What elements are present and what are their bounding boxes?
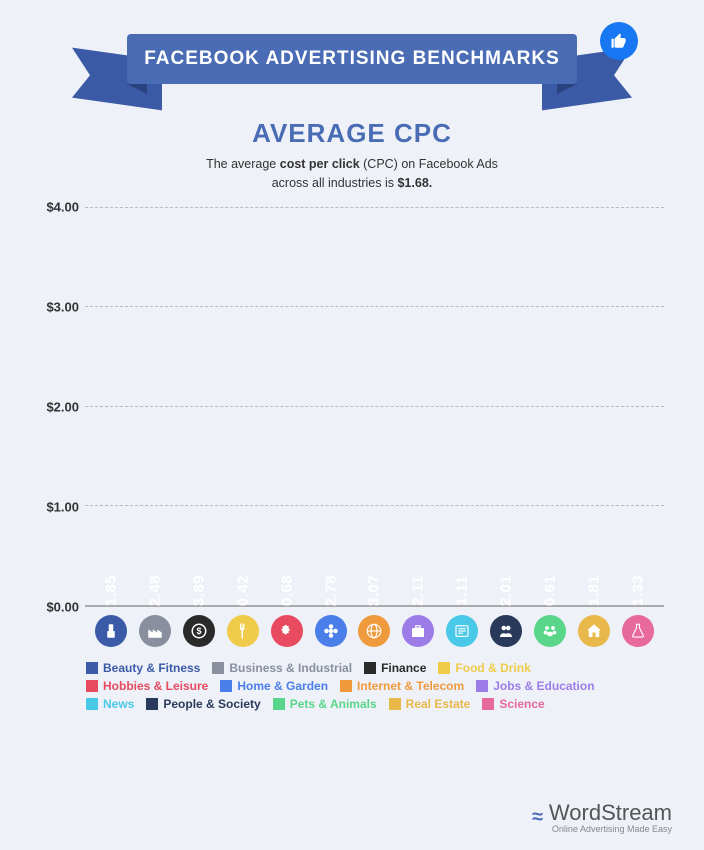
legend-swatch	[273, 698, 285, 710]
globe-icon	[358, 615, 390, 647]
flower-icon	[315, 615, 347, 647]
puzzle-icon	[271, 615, 303, 647]
legend-item: Business & Industrial	[212, 661, 352, 675]
banner-title: FACEBOOK ADVERTISING BENCHMARKS	[144, 48, 560, 70]
bars-container: 1.85 2.48 3.89 0.42 0.68 2.78 3.07 2.11 1.11 2.01…	[85, 207, 664, 607]
legend-item: Internet & Telecom	[340, 679, 464, 693]
infographic-card: FACEBOOK ADVERTISING BENCHMARKS AVERAGE …	[0, 0, 704, 850]
legend-swatch	[86, 662, 98, 674]
lipstick-icon	[95, 615, 127, 647]
category-icons-row: $	[85, 615, 664, 647]
subtitle-bold2: $1.68.	[397, 176, 432, 190]
y-tick: $1.00	[46, 499, 79, 514]
legend-item: Jobs & Education	[476, 679, 594, 693]
legend-item: Finance	[364, 661, 426, 675]
dollar-icon: $	[183, 615, 215, 647]
legend-swatch	[482, 698, 494, 710]
bar-value-label: 2.01	[498, 574, 515, 605]
paw-icon	[534, 615, 566, 647]
legend-swatch	[220, 680, 232, 692]
legend-item: Beauty & Fitness	[86, 661, 200, 675]
fork-icon	[227, 615, 259, 647]
subtitle-bold1: cost per click	[280, 157, 360, 171]
legend-swatch	[86, 698, 98, 710]
bar-value-label: 0.42	[234, 574, 251, 605]
legend-label: Hobbies & Leisure	[103, 679, 208, 693]
legend-label: Internet & Telecom	[357, 679, 464, 693]
flask-icon	[622, 615, 654, 647]
legend-swatch	[146, 698, 158, 710]
legend-swatch	[438, 662, 450, 674]
subtitle: The average cost per click (CPC) on Face…	[30, 155, 674, 193]
legend-label: Food & Drink	[455, 661, 530, 675]
legend-label: Pets & Animals	[290, 697, 377, 711]
bar-value-label: 1.81	[586, 574, 603, 605]
y-tick: $0.00	[46, 599, 79, 614]
y-axis: $0.00$1.00$2.00$3.00$4.00	[30, 207, 85, 607]
subtitle-pre: The average	[206, 157, 280, 171]
legend-swatch	[364, 662, 376, 674]
section-title: AVERAGE CPC	[30, 118, 674, 149]
legend-label: Beauty & Fitness	[103, 661, 200, 675]
legend-label: Real Estate	[406, 697, 471, 711]
bar-value-label: 0.61	[542, 574, 559, 605]
home-icon	[578, 615, 610, 647]
brand-tagline: Online Advertising Made Easy	[549, 824, 672, 834]
bar-value-label: 1.11	[454, 575, 471, 605]
legend-swatch	[86, 680, 98, 692]
legend: Beauty & Fitness Business & Industrial Fin…	[86, 659, 666, 713]
svg-text:$: $	[196, 626, 201, 636]
legend-label: Jobs & Education	[493, 679, 594, 693]
legend-label: News	[103, 697, 134, 711]
legend-swatch	[340, 680, 352, 692]
legend-swatch	[212, 662, 224, 674]
y-tick: $3.00	[46, 299, 79, 314]
bar-value-label: 2.48	[146, 574, 163, 605]
ribbon-body: FACEBOOK ADVERTISING BENCHMARKS	[127, 34, 577, 84]
legend-swatch	[476, 680, 488, 692]
bar-value-label: 3.07	[366, 574, 383, 605]
brand-name: WordStream	[549, 800, 672, 826]
bar-value-label: 1.33	[630, 574, 647, 605]
y-tick: $4.00	[46, 199, 79, 214]
news-icon	[446, 615, 478, 647]
legend-label: Business & Industrial	[229, 661, 352, 675]
people-icon	[490, 615, 522, 647]
legend-item: News	[86, 697, 134, 711]
wave-icon: ≈	[532, 806, 541, 829]
legend-item: Food & Drink	[438, 661, 530, 675]
banner-ribbon: FACEBOOK ADVERTISING BENCHMARKS	[72, 20, 632, 110]
bar-value-label: 2.78	[322, 574, 339, 605]
legend-item: Hobbies & Leisure	[86, 679, 208, 693]
legend-item: Real Estate	[389, 697, 471, 711]
bar-value-label: 1.85	[102, 574, 119, 605]
legend-item: Pets & Animals	[273, 697, 377, 711]
brand-text: WordStream Online Advertising Made Easy	[549, 800, 672, 834]
legend-label: People & Society	[163, 697, 260, 711]
legend-label: Home & Garden	[237, 679, 328, 693]
legend-swatch	[389, 698, 401, 710]
legend-label: Science	[499, 697, 544, 711]
bar-value-label: 3.89	[190, 574, 207, 605]
legend-item: Science	[482, 697, 544, 711]
thumbs-up-icon	[600, 22, 638, 60]
bar-value-label: 0.68	[278, 574, 295, 605]
briefcase-icon	[402, 615, 434, 647]
y-tick: $2.00	[46, 399, 79, 414]
legend-label: Finance	[381, 661, 426, 675]
bar-chart: $0.00$1.00$2.00$3.00$4.00 1.852.483.890.…	[85, 207, 664, 607]
brand-footer: ≈ WordStream Online Advertising Made Eas…	[532, 800, 672, 834]
factory-icon	[139, 615, 171, 647]
legend-item: Home & Garden	[220, 679, 328, 693]
legend-item: People & Society	[146, 697, 260, 711]
bar-value-label: 2.11	[410, 575, 427, 605]
